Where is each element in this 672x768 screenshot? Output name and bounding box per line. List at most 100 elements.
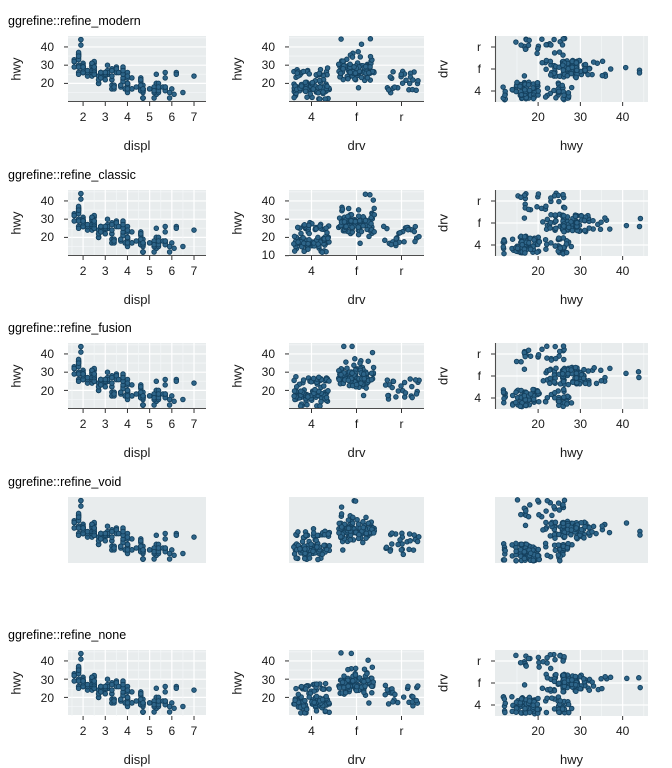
scatter-panel: [285, 650, 424, 721]
scatter-panel: [285, 343, 424, 414]
y-tick-label: 30: [261, 58, 275, 73]
x-tick-label: 2: [79, 263, 87, 278]
x-tick-label: 4: [308, 263, 315, 278]
y-axis-title: hwy: [8, 211, 24, 235]
x-axis-title: hwy: [559, 138, 584, 153]
y-tick-label: 40: [40, 654, 54, 669]
x-tick-label: 7: [190, 110, 198, 124]
x-tick-label: 4: [124, 724, 131, 739]
y-tick-label: 40: [261, 193, 275, 208]
x-axis-title: displ: [123, 752, 151, 768]
chart-cell-modern-displ-hwy: ggrefine::refine_modern 2 3 4 5 6 7 20 30 40 displ…: [0, 0, 224, 154]
y-tick-label: 10: [261, 248, 275, 263]
x-axis-title: drv: [347, 138, 366, 153]
x-tick-label: 5: [146, 263, 153, 278]
scatter-panel: [285, 189, 424, 260]
x-tick-label: r: [399, 263, 404, 278]
chart-cell-fusion-hwy-drv: 20 30 40 r f 4 hwy drv: [436, 307, 672, 461]
x-tick-label: 6: [168, 263, 176, 278]
x-axis-title: hwy: [559, 445, 584, 461]
x-axis-title: hwy: [559, 291, 584, 307]
y-tick-label: 20: [40, 690, 54, 705]
y-axis-title: hwy: [229, 671, 245, 695]
y-tick-label: 4: [474, 391, 481, 406]
x-axis-title: displ: [123, 138, 151, 153]
x-tick-label: 40: [615, 724, 630, 739]
x-tick-label: 30: [573, 724, 588, 739]
y-tick-label: 30: [261, 211, 275, 226]
x-tick-label: f: [354, 724, 359, 739]
x-tick-label: 3: [101, 417, 109, 432]
scatter-panel: [491, 343, 648, 414]
x-tick-label: 2: [79, 110, 87, 124]
y-tick-label: 20: [40, 383, 54, 398]
plot-title: ggrefine::refine_none: [8, 628, 127, 643]
y-axis-title: drv: [435, 674, 451, 693]
x-tick-label: 40: [615, 417, 630, 432]
chart-cell-modern-drv-hwy: 4 f r 20 30 40 drv hwy: [224, 0, 448, 154]
x-tick-label: 20: [531, 417, 545, 432]
x-tick-label: 2: [79, 724, 87, 739]
y-tick-label: r: [477, 40, 481, 54]
y-tick-label: 30: [40, 58, 54, 73]
y-tick-label: 40: [40, 193, 54, 208]
y-tick-label: 30: [261, 672, 275, 687]
y-tick-label: 20: [261, 229, 275, 244]
x-tick-label: 20: [531, 263, 545, 278]
x-tick-label: 3: [101, 724, 109, 739]
chart-cell-void-hwy-drv: [448, 461, 672, 615]
x-tick-label: 3: [101, 263, 109, 278]
plot-title: ggrefine::refine_void: [8, 474, 122, 489]
chart-cell-fusion-drv-hwy: 4 f r 20 30 40 drv hwy: [224, 307, 448, 461]
y-axis-title: hwy: [229, 211, 245, 235]
chart-cell-classic-hwy-drv: 20 30 40 r f 4 hwy drv: [436, 154, 672, 308]
y-tick-label: 40: [261, 39, 275, 54]
y-tick-label: 20: [261, 690, 275, 705]
plot-title: ggrefine::refine_fusion: [8, 321, 132, 336]
x-axis-title: drv: [347, 752, 366, 768]
x-tick-label: 4: [308, 110, 315, 124]
x-tick-label: 6: [168, 724, 176, 739]
x-tick-label: 4: [308, 724, 315, 739]
x-tick-label: r: [399, 724, 404, 739]
x-tick-label: 5: [146, 417, 153, 432]
chart-cell-void-drv-hwy: [224, 461, 448, 615]
y-tick-label: f: [477, 676, 481, 691]
x-tick-label: 20: [531, 110, 545, 124]
scatter-panel: [64, 343, 206, 414]
y-tick-label: 20: [261, 76, 275, 91]
scatter-panel: [491, 650, 648, 721]
x-tick-label: 7: [190, 724, 198, 739]
x-tick-label: f: [354, 110, 359, 124]
y-tick-label: 4: [474, 237, 481, 252]
y-tick-label: 4: [474, 84, 481, 98]
y-tick-label: 40: [40, 347, 54, 362]
y-tick-label: 20: [40, 229, 54, 244]
scatter-panel: [64, 36, 206, 106]
x-tick-label: 4: [124, 110, 131, 124]
x-tick-label: 20: [531, 724, 545, 739]
scatter-panel: [491, 189, 648, 260]
scatter-panel: [64, 650, 206, 721]
y-axis-title: hwy: [8, 671, 24, 695]
y-tick-label: 30: [261, 365, 275, 380]
y-tick-label: f: [477, 215, 481, 230]
y-axis-title: hwy: [229, 57, 245, 81]
chart-cell-void-displ-hwy: ggrefine::refine_void: [0, 461, 224, 615]
scatter-panel: [495, 496, 648, 564]
x-axis-title: displ: [123, 291, 151, 307]
y-tick-label: 30: [40, 672, 54, 687]
y-tick-label: f: [477, 369, 481, 384]
chart-cell-classic-drv-hwy: 4 f r 10 20 30 40 drv hwy: [224, 154, 448, 308]
x-tick-label: 5: [146, 724, 153, 739]
y-tick-label: 40: [261, 347, 275, 362]
y-axis-title: drv: [435, 59, 451, 79]
x-tick-label: 4: [308, 417, 315, 432]
chart-cell-classic-displ-hwy: ggrefine::refine_classic 2 3 4 5 6 7 20 30 40 disp…: [0, 154, 224, 308]
x-tick-label: r: [399, 110, 404, 124]
x-tick-label: 30: [573, 263, 588, 278]
plot-title: ggrefine::refine_modern: [8, 14, 141, 28]
x-axis-title: hwy: [559, 752, 584, 768]
scatter-panel: [491, 36, 648, 106]
